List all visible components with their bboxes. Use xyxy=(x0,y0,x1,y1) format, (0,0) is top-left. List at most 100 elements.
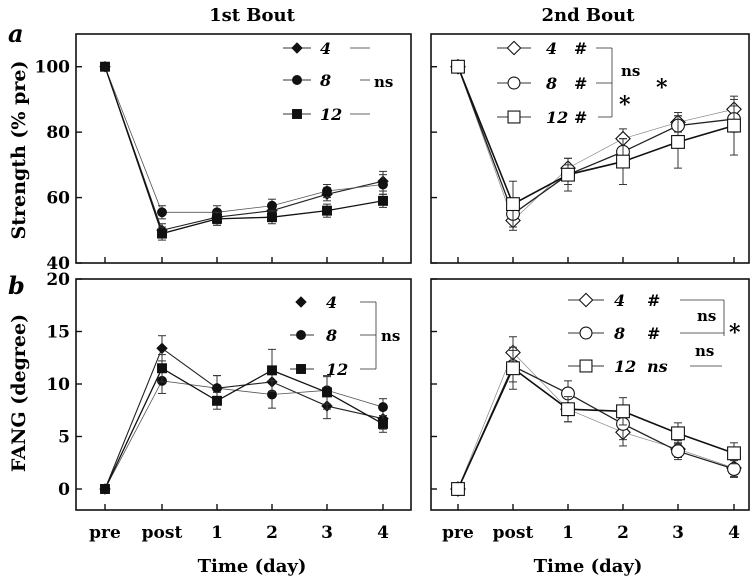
data-point xyxy=(506,197,520,212)
series-12 xyxy=(100,61,388,241)
legend-label: 4 xyxy=(614,291,625,310)
legend-label: 12 xyxy=(320,105,342,124)
data-point xyxy=(157,228,167,239)
series-line xyxy=(457,351,735,490)
y-tick-label: 100 xyxy=(35,58,71,78)
data-point xyxy=(451,59,465,74)
legend-symbol: # xyxy=(647,324,660,343)
col-title-1st-bout: 1st Bout xyxy=(209,5,296,26)
legend-marker xyxy=(291,42,303,54)
data-point xyxy=(378,418,388,429)
data-point xyxy=(267,365,277,376)
x-tick-label: pre xyxy=(89,523,121,543)
y-tick-label: 60 xyxy=(46,189,70,209)
legend-marker xyxy=(296,330,306,340)
x-tick-label: 3 xyxy=(321,523,333,543)
data-point xyxy=(671,426,685,441)
legend-symbol: # xyxy=(574,108,587,127)
x-tick-label: 4 xyxy=(728,523,740,543)
y-axis-label-strength: Strength (% pre) xyxy=(8,61,30,240)
y-tick-label: 20 xyxy=(46,270,70,290)
data-point xyxy=(378,179,388,190)
data-point xyxy=(157,363,167,374)
legend-symbol: # xyxy=(574,74,587,93)
panel-letter-b: b xyxy=(8,271,25,300)
significance-ns: ns xyxy=(695,342,714,360)
series-line xyxy=(104,66,384,231)
legend-label: 12 xyxy=(326,360,348,379)
data-point xyxy=(561,402,575,417)
data-point xyxy=(322,387,332,398)
legend: 4 #8 #12 # ns * * xyxy=(497,39,668,127)
legend-marker xyxy=(578,292,594,308)
plot-frame xyxy=(430,278,750,511)
legend-marker xyxy=(507,110,521,124)
data-point xyxy=(727,446,741,461)
data-point xyxy=(671,135,685,149)
y-axis-label-fang: FANG (degree) xyxy=(8,314,30,472)
legend-marker xyxy=(295,296,307,308)
x-tick-label: post xyxy=(142,523,183,543)
series-8 xyxy=(100,61,388,220)
significance-ns: ns xyxy=(697,307,716,325)
legend-label: 12 xyxy=(546,108,568,127)
panel-strength_bout1: 40 60 80 100 4 8 12 ns xyxy=(35,33,412,274)
series-line xyxy=(104,380,384,490)
series-12 xyxy=(451,346,741,496)
legend-symbol: ns xyxy=(647,357,668,376)
plot-frame xyxy=(430,33,750,264)
data-point xyxy=(267,200,277,211)
legend: 4 8 12 ns xyxy=(283,39,393,124)
legend-label: 8 xyxy=(545,74,557,93)
data-point xyxy=(212,383,222,394)
data-point xyxy=(671,444,685,459)
data-point xyxy=(157,207,167,218)
significance-ns: ns xyxy=(621,62,640,80)
series-line xyxy=(457,66,735,222)
x-axis-label-right: Time (day) xyxy=(534,556,643,577)
series-line xyxy=(457,66,735,215)
series-line xyxy=(457,365,735,490)
series-line xyxy=(457,66,735,206)
x-tick-label: 1 xyxy=(211,523,223,543)
series-line xyxy=(104,66,384,213)
x-axis-label-left: Time (day) xyxy=(198,556,307,577)
y-tick-label: 80 xyxy=(46,123,70,143)
x-tick-label: pre xyxy=(442,523,474,543)
data-point xyxy=(156,342,168,355)
series-12 xyxy=(451,59,741,228)
data-point xyxy=(100,484,110,494)
legend-label: 8 xyxy=(319,71,331,90)
series-8 xyxy=(451,59,741,228)
significance-star: * xyxy=(656,75,668,101)
legend-marker xyxy=(579,359,593,373)
legend-marker xyxy=(292,109,302,119)
y-tick-label: 0 xyxy=(58,480,70,500)
legend-symbol: # xyxy=(647,291,660,310)
data-point xyxy=(561,167,575,182)
data-point xyxy=(100,61,110,72)
series-12 xyxy=(100,348,388,494)
legend: 4 #8 #12 ns ns ns * xyxy=(568,291,741,376)
plot-frame xyxy=(75,278,412,511)
data-point xyxy=(378,402,388,413)
legend-marker xyxy=(506,40,522,56)
legend-label: 4 xyxy=(546,39,557,58)
data-point xyxy=(212,395,222,406)
x-tick-label: 3 xyxy=(672,523,684,543)
data-point xyxy=(451,482,465,496)
data-point xyxy=(506,361,520,376)
data-point xyxy=(322,205,332,216)
series-8 xyxy=(451,349,741,496)
legend-marker xyxy=(292,75,302,85)
legend-marker xyxy=(296,364,306,374)
y-tick-label: 40 xyxy=(46,254,70,274)
legend-label: 8 xyxy=(613,324,625,343)
plot-frame xyxy=(75,33,412,264)
data-point xyxy=(616,404,630,419)
series-4 xyxy=(450,336,742,497)
data-point xyxy=(378,195,388,206)
y-tick-label: 15 xyxy=(46,323,70,343)
